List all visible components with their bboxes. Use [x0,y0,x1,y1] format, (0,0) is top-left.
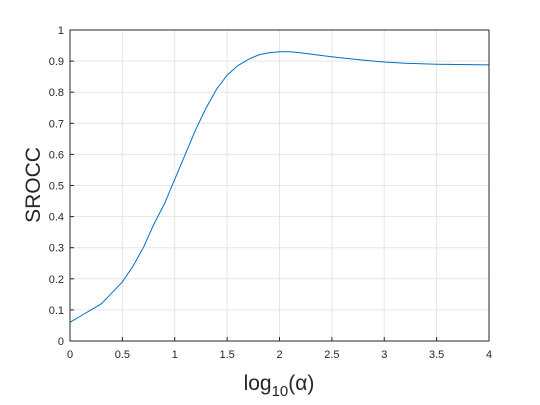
y-tick-label: 0.2 [49,274,64,286]
x-label-base: log [244,372,272,395]
x-label-argument: (α) [288,372,314,395]
x-tick-label: 2.5 [324,349,339,361]
x-tick-label: 3.5 [429,349,444,361]
x-tick-label: 0 [67,349,73,361]
x-label-subscript: 10 [272,383,289,400]
x-tick-label: 1 [172,349,178,361]
ticks: 0 0.5 1 1.5 2 2.5 3 3.5 4 0 0.1 0.2 0.3 0.4 0.5 0.6 0.7 0… [49,25,492,361]
plot [69,51,490,323]
y-axis-label: SROCC [22,147,45,223]
x-tick-label: 1.5 [219,349,234,361]
y-tick-label: 0.4 [49,212,64,224]
y-tick-label: 0.1 [49,305,64,317]
x-tick-label: 3 [381,349,387,361]
y-tick-label: 0.6 [49,149,64,161]
y-tick-label: 0 [58,336,64,348]
y-tick-label: 0.9 [49,56,64,68]
x-axis-label: log10(α) [244,372,315,400]
y-tick-label: 0.7 [49,118,64,130]
y-tick-label: 0.3 [49,243,64,255]
x-tick-label: 0.5 [115,349,130,361]
data-line [69,51,490,323]
y-tick-label: 0.8 [49,87,64,99]
x-tick-label: 2 [276,349,282,361]
x-tick-label: 4 [486,349,492,361]
y-tick-label: 1 [58,25,64,37]
y-tick-label: 0.5 [49,181,64,193]
